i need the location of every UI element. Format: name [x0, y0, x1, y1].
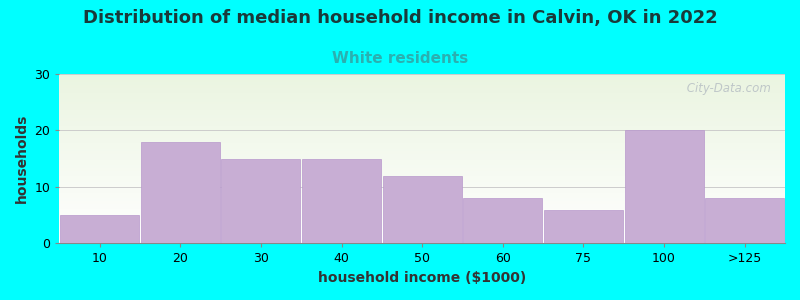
- Bar: [705, 198, 784, 243]
- Text: City-Data.com: City-Data.com: [682, 82, 770, 95]
- Text: Distribution of median household income in Calvin, OK in 2022: Distribution of median household income …: [82, 9, 718, 27]
- Bar: [382, 176, 462, 243]
- X-axis label: household income ($1000): household income ($1000): [318, 271, 526, 285]
- Bar: [302, 159, 381, 243]
- Bar: [463, 198, 542, 243]
- Bar: [60, 215, 139, 243]
- Text: White residents: White residents: [332, 51, 468, 66]
- Bar: [222, 159, 301, 243]
- Bar: [141, 142, 220, 243]
- Bar: [625, 130, 703, 243]
- Y-axis label: households: households: [15, 114, 29, 203]
- Bar: [544, 209, 623, 243]
